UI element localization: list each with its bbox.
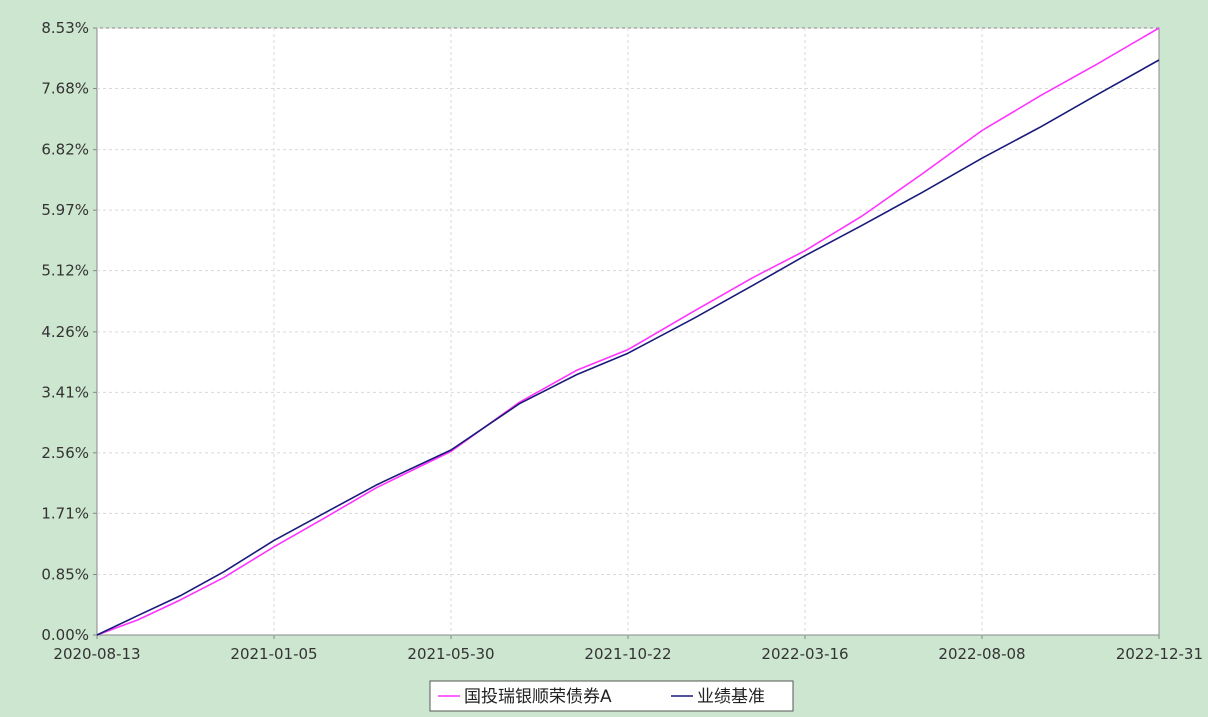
- y-tick-label: 4.26%: [41, 323, 89, 341]
- y-tick-label: 5.12%: [41, 262, 89, 280]
- series-line-fund: [96, 27, 1160, 636]
- y-tick-label: 6.82%: [41, 141, 89, 159]
- legend: 国投瑞银顺荣债券A 业绩基准: [429, 680, 794, 712]
- y-tick-label: 0.00%: [41, 626, 89, 644]
- x-tick-label: 2021-05-30: [407, 645, 494, 663]
- x-tick-label: 2021-01-05: [230, 645, 317, 663]
- y-tick-label: 5.97%: [41, 201, 89, 219]
- axes: 0.00% 0.85% 1.71% 2.56% 3.41% 4.26% 5.12% 5.97%…: [41, 19, 1203, 663]
- y-tick-label: 0.85%: [41, 566, 89, 584]
- legend-label-benchmark: 业绩基准: [697, 687, 765, 707]
- x-tick-label: 2022-12-31: [1116, 645, 1203, 663]
- x-tick-label: 2020-08-13: [53, 645, 140, 663]
- x-tick-label: 2021-10-22: [584, 645, 671, 663]
- y-tick-label: 7.68%: [41, 79, 89, 97]
- series-line-benchmark: [96, 59, 1160, 636]
- grid-lines: [97, 27, 1159, 635]
- x-tick-label: 2022-03-16: [761, 645, 848, 663]
- series-lines: [96, 27, 1160, 636]
- legend-label-fund: 国投瑞银顺荣债券A: [464, 687, 612, 707]
- y-tick-label: 1.71%: [41, 504, 89, 522]
- y-tick-label: 2.56%: [41, 444, 89, 462]
- x-tick-label: 2022-08-08: [938, 645, 1025, 663]
- legend-box: [429, 680, 794, 712]
- y-tick-label: 3.41%: [41, 383, 89, 401]
- y-tick-label: 8.53%: [41, 19, 89, 37]
